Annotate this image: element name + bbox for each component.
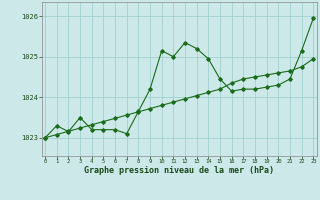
- X-axis label: Graphe pression niveau de la mer (hPa): Graphe pression niveau de la mer (hPa): [84, 166, 274, 175]
